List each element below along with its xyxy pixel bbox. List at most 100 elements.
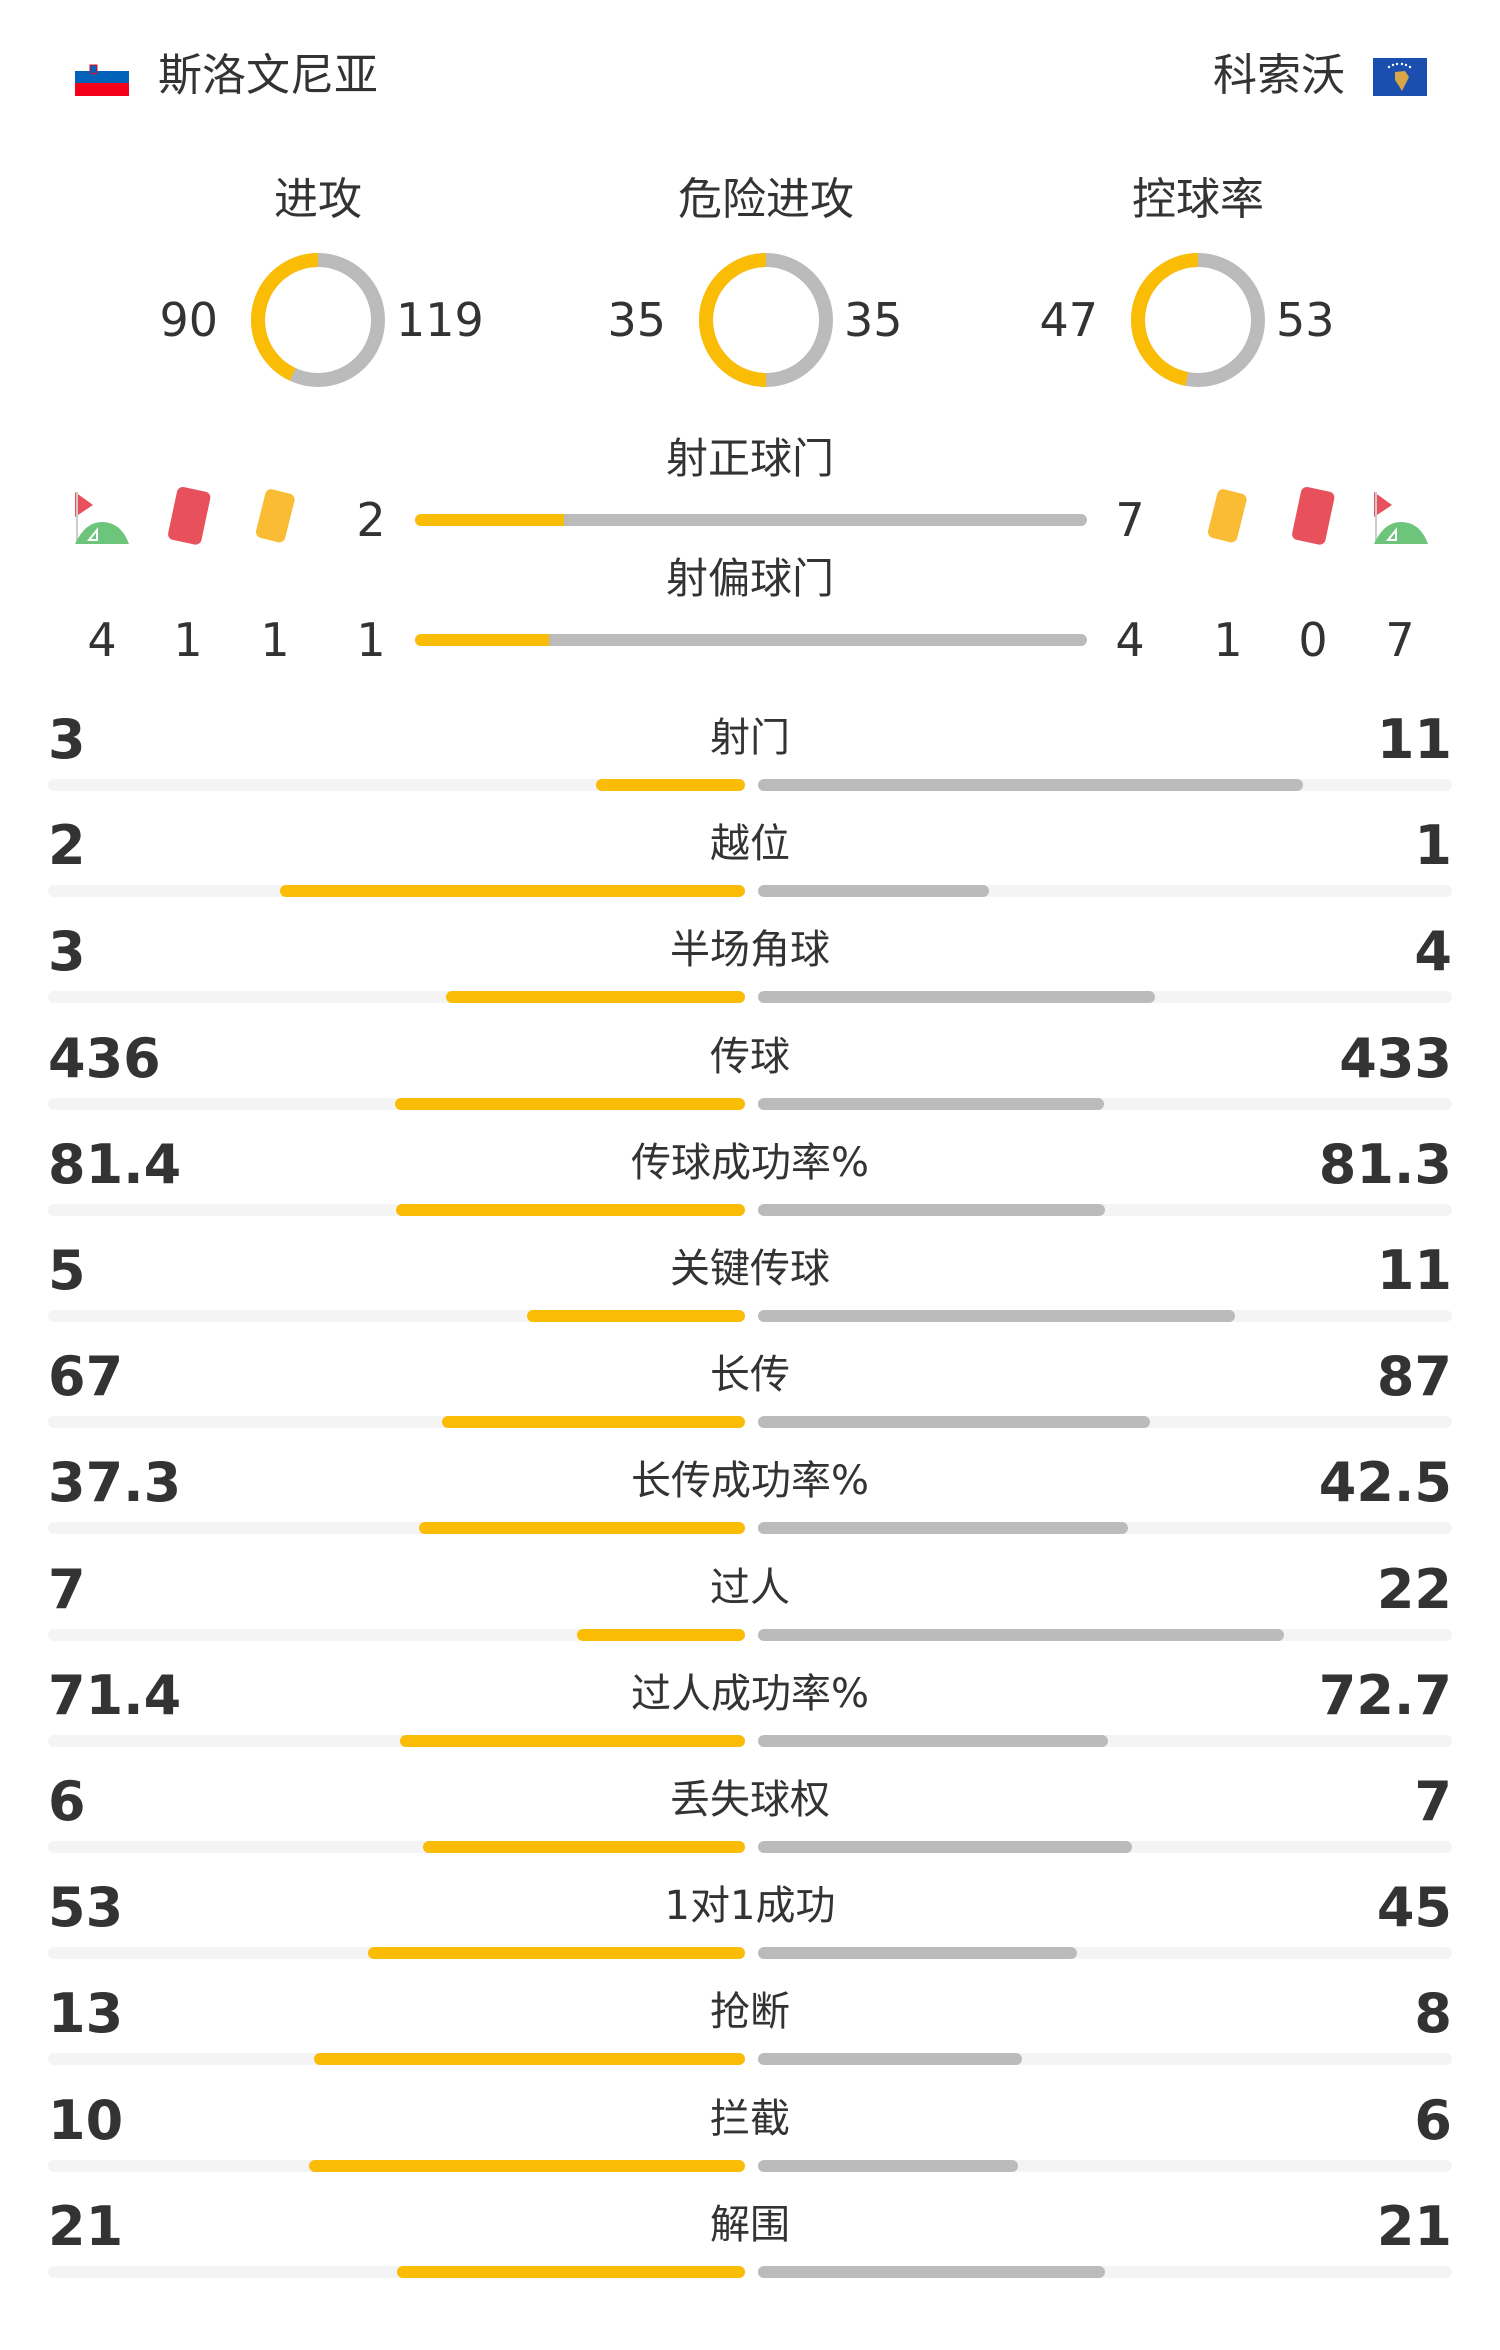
stat-home-fill bbox=[446, 991, 745, 1004]
stat-label: 过人 bbox=[710, 1564, 790, 1611]
stat-away-track bbox=[758, 1522, 1452, 1535]
stat-home-value: 67 bbox=[48, 1345, 124, 1409]
stat-away-value: 11 bbox=[1376, 1239, 1452, 1302]
stat-home-value: 21 bbox=[48, 2194, 124, 2258]
stat-away-track bbox=[758, 1628, 1452, 1641]
stat-home-track bbox=[48, 2053, 745, 2066]
stat-label: 关键传球 bbox=[670, 1246, 830, 1292]
stat-row: 5 关键传球 11 bbox=[48, 1238, 1452, 1338]
donut-chart bbox=[699, 253, 833, 387]
stat-home-value: 5 bbox=[48, 1239, 86, 1302]
stat-label: 拦截 bbox=[710, 2095, 790, 2142]
stat-home-fill bbox=[396, 2265, 745, 2278]
stat-away-fill bbox=[758, 2053, 1023, 2066]
stat-label: 过人成功率% bbox=[630, 1670, 869, 1717]
donut-away-value: 53 bbox=[1276, 293, 1335, 347]
stat-away-value: 22 bbox=[1376, 1557, 1452, 1621]
stat-home-track bbox=[48, 1097, 745, 1110]
stat-home-fill bbox=[280, 885, 745, 898]
away-red-cards: 0 bbox=[1298, 613, 1328, 667]
stat-label: 传球成功率% bbox=[630, 1139, 869, 1186]
shots-on-target-home-fill bbox=[415, 514, 565, 526]
slovenia-flag-icon bbox=[75, 58, 129, 96]
stat-home-value: 81.4 bbox=[48, 1132, 182, 1196]
stat-row: 37.3 长传成功率% 42.5 bbox=[48, 1450, 1452, 1550]
stat-away-track bbox=[758, 2053, 1452, 2066]
stat-away-fill bbox=[758, 1203, 1105, 1216]
stat-home-track bbox=[48, 1628, 745, 1641]
stat-away-value: 6 bbox=[1414, 2088, 1452, 2152]
donut-home-arc bbox=[1131, 253, 1265, 387]
stat-away-value: 433 bbox=[1339, 1026, 1452, 1090]
donut-label: 危险进攻 bbox=[678, 174, 854, 225]
stat-label: 越位 bbox=[710, 821, 790, 868]
stat-row: 81.4 传球成功率% 81.3 bbox=[48, 1132, 1452, 1232]
stat-away-value: 42.5 bbox=[1318, 1451, 1452, 1515]
stat-home-value: 37.3 bbox=[48, 1451, 182, 1515]
stat-away-fill bbox=[758, 2159, 1019, 2172]
stat-away-fill bbox=[758, 779, 1304, 791]
stat-row: 71.4 过人成功率% 72.7 bbox=[48, 1663, 1452, 1763]
stat-home-track bbox=[48, 1416, 745, 1429]
stat-away-value: 81.3 bbox=[1318, 1132, 1452, 1196]
stat-away-track bbox=[758, 885, 1452, 898]
shots-on-target-label: 射正球门 bbox=[665, 434, 834, 483]
away-yellow-cards: 1 bbox=[1213, 613, 1243, 667]
donut-away-value: 119 bbox=[396, 293, 484, 347]
stat-label: 半场角球 bbox=[670, 927, 830, 974]
stat-home-fill bbox=[527, 1310, 745, 1322]
stat-away-track bbox=[758, 1947, 1452, 1960]
stat-home-value: 13 bbox=[48, 1982, 124, 2046]
stat-home-track bbox=[48, 1841, 745, 1853]
stat-home-track bbox=[48, 779, 745, 791]
stat-row: 3 射门 11 bbox=[48, 707, 1452, 807]
stat-away-fill bbox=[758, 885, 990, 898]
stat-home-track bbox=[48, 2265, 745, 2278]
stat-away-value: 1 bbox=[1414, 814, 1452, 878]
stat-label: 解围 bbox=[710, 2201, 790, 2248]
stat-away-fill bbox=[758, 1628, 1285, 1641]
donut-chart bbox=[251, 253, 385, 387]
stat-home-value: 6 bbox=[48, 1770, 86, 1833]
kosovo-flag-icon bbox=[1373, 58, 1427, 96]
stat-away-fill bbox=[758, 1522, 1128, 1535]
stat-label: 抢断 bbox=[710, 1989, 790, 2036]
stat-away-fill bbox=[758, 1947, 1077, 1960]
stat-home-fill bbox=[396, 1203, 745, 1216]
donut-label: 控球率 bbox=[1132, 174, 1264, 225]
stat-away-value: 45 bbox=[1376, 1876, 1452, 1940]
stat-away-fill bbox=[758, 1097, 1104, 1110]
stat-away-value: 4 bbox=[1414, 920, 1452, 984]
stat-row: 7 过人 22 bbox=[48, 1557, 1452, 1657]
stat-home-value: 7 bbox=[48, 1557, 86, 1621]
stat-home-track bbox=[48, 1203, 745, 1216]
stat-away-track bbox=[758, 779, 1452, 791]
home-red-cards: 1 bbox=[173, 613, 203, 667]
stat-row: 21 解围 21 bbox=[48, 2194, 1452, 2294]
stat-home-fill bbox=[395, 1097, 745, 1110]
stat-away-fill bbox=[758, 2265, 1105, 2278]
stat-away-value: 8 bbox=[1414, 1982, 1452, 2046]
donut-home-arc bbox=[251, 253, 385, 387]
stat-away-value: 87 bbox=[1376, 1345, 1452, 1409]
shots-on-target-bar bbox=[415, 514, 1087, 526]
stat-home-fill bbox=[399, 1734, 745, 1747]
stat-home-fill bbox=[313, 2053, 745, 2066]
away-corners: 7 bbox=[1385, 613, 1415, 667]
stat-home-value: 53 bbox=[48, 1876, 124, 1940]
home-yellow-cards: 1 bbox=[260, 613, 290, 667]
home-shots-on-target: 2 bbox=[356, 493, 386, 547]
stat-away-track bbox=[758, 1310, 1452, 1322]
stat-home-track bbox=[48, 885, 745, 898]
shots-off-target-bar bbox=[415, 634, 1087, 646]
stat-away-track bbox=[758, 1734, 1452, 1747]
stat-away-fill bbox=[758, 991, 1155, 1004]
stat-home-value: 3 bbox=[48, 920, 86, 984]
stat-home-track bbox=[48, 1734, 745, 1747]
stat-home-track bbox=[48, 2159, 745, 2172]
stat-away-fill bbox=[758, 1841, 1132, 1853]
away-team-name: 科索沃 bbox=[1213, 50, 1345, 101]
stat-home-value: 436 bbox=[48, 1026, 161, 1090]
stat-label: 传球 bbox=[710, 1033, 790, 1080]
stat-label: 丢失球权 bbox=[670, 1777, 830, 1823]
